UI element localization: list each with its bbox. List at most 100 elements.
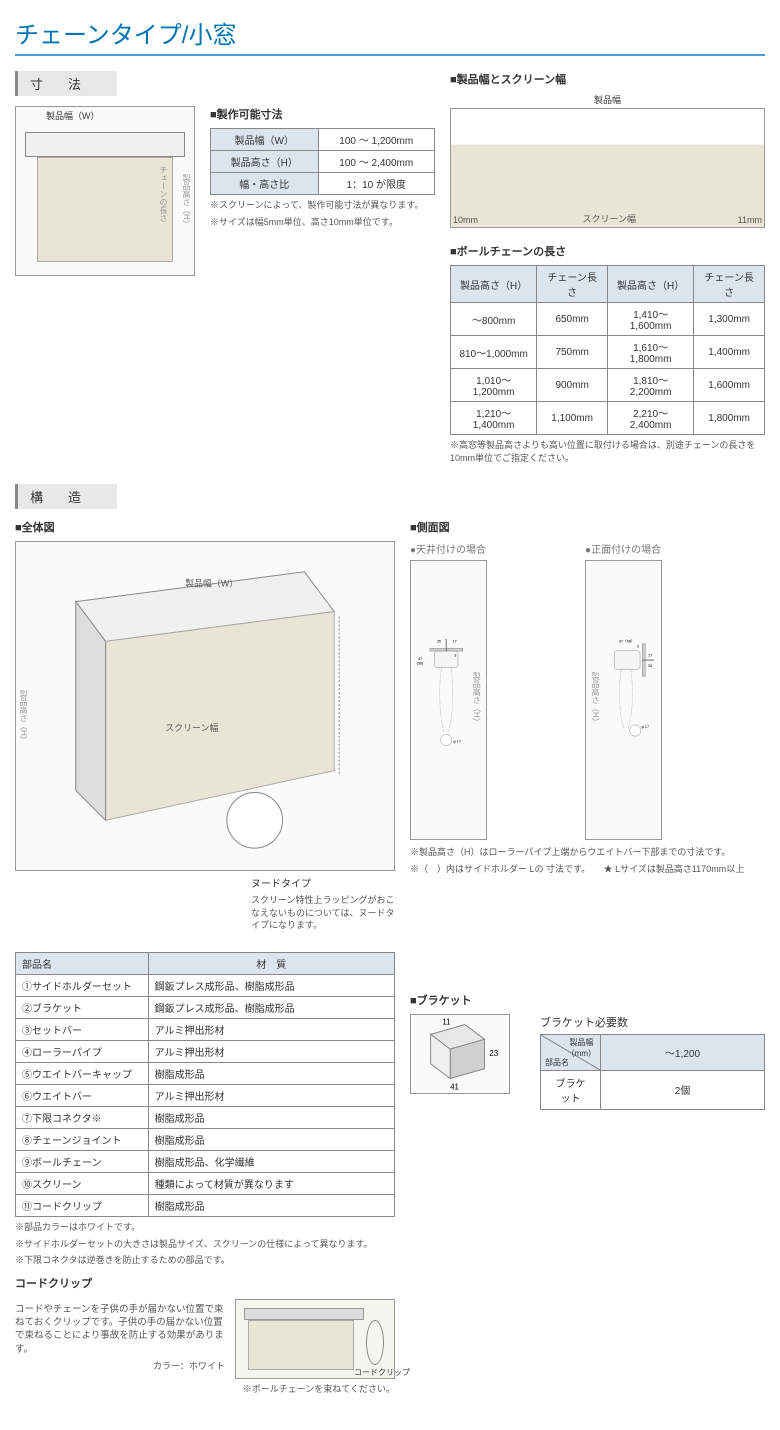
svg-text:3: 3: [454, 654, 456, 658]
chain-header: 製品高さ（H）: [451, 266, 537, 303]
part-material: 樹脂成形品: [148, 1128, 394, 1150]
ceiling-label: ●天井付けの場合: [410, 541, 571, 556]
svg-text:(58): (58): [417, 661, 424, 665]
part-material: 樹脂成形品: [148, 1194, 394, 1216]
spec-value: 100 ～ 1,200mm: [318, 129, 435, 151]
svg-text:スクリーン幅: スクリーン幅: [165, 722, 218, 733]
part-name: ①サイドホルダーセット: [16, 974, 149, 996]
bracket-heading: ■ブラケット: [410, 992, 765, 1008]
chain-cell: 1,810～2,200mm: [607, 369, 693, 402]
part-material: 樹脂成形品: [148, 1062, 394, 1084]
bracket-diagram: 11 23 41: [410, 1014, 510, 1094]
bracket-range: ～1,200: [601, 1034, 765, 1070]
wall-label: ●正面付けの場合: [585, 541, 746, 556]
dim-height-label: 製品高さ（H）: [181, 174, 192, 228]
svg-text:35: 35: [648, 664, 652, 668]
chain-header: 製品高さ（H）: [607, 266, 693, 303]
nude-note: スクリーン特性上ラッピングがおこなえないものについては、ヌードタイプになります。: [251, 894, 395, 932]
chain-cell: 1,300mm: [694, 303, 765, 336]
spec-label: 製品高さ（H）: [211, 151, 319, 173]
chain-cell: 1,610～1,800mm: [607, 336, 693, 369]
chain-cell: 1,400mm: [694, 336, 765, 369]
chain-cell: 650mm: [537, 303, 608, 336]
part-material: 鋼鈑プレス成形品、樹脂成形品: [148, 996, 394, 1018]
section-structure: 構 造: [15, 484, 117, 509]
chain-cell: 810～1,000mm: [451, 336, 537, 369]
side-note1: ※製品高さ（H）はローラーパイプ上端からウエイトバー下部までの寸法です。: [410, 846, 765, 859]
cord-clip-diagram: コードクリップ: [235, 1299, 395, 1379]
screen-width-diagram: 10mm スクリーン幅 11mm: [450, 108, 765, 228]
bracket-row-head: 部品名: [545, 1057, 569, 1068]
part-material: アルミ押出形材: [148, 1040, 394, 1062]
part-material: アルミ押出形材: [148, 1018, 394, 1040]
right-gap: 11mm: [738, 215, 762, 225]
page-title: チェーンタイプ/小窓: [15, 15, 765, 56]
wall-diagram: 47（58） 3 17 35 φ 17 製品高さ（H）: [585, 560, 662, 840]
dim-chain-label: チェーンの長さ: [158, 166, 169, 222]
left-gap: 10mm: [453, 215, 478, 225]
chain-cell: 1,410～1,600mm: [607, 303, 693, 336]
part-name: ⑦下限コネクタ※: [16, 1106, 149, 1128]
chain-header: チェーン長さ: [537, 266, 608, 303]
part-name: ②ブラケット: [16, 996, 149, 1018]
chain-cell: 2,210～2,400mm: [607, 402, 693, 435]
parts-note1: ※部品カラーはホワイトです。: [15, 1221, 395, 1234]
part-material: 樹脂成形品、化学繊維: [148, 1150, 394, 1172]
ceiling-diagram: 35 17 47 (58) 3 φ 17 製品高さ（H）: [410, 560, 487, 840]
cord-clip-label1: コードクリップ: [354, 1367, 434, 1378]
spec-label: 製品幅（W）: [211, 129, 319, 151]
svg-text:47（58）: 47（58）: [619, 639, 635, 644]
svg-text:φ 17: φ 17: [641, 725, 649, 729]
spec-note2: ※サイズは幅5mm単位、高さ10mm単位です。: [210, 216, 435, 229]
chain-cell: 750mm: [537, 336, 608, 369]
chain-header: チェーン長さ: [694, 266, 765, 303]
part-name: ④ローラーパイプ: [16, 1040, 149, 1062]
chain-cell: 900mm: [537, 369, 608, 402]
svg-text:35: 35: [437, 640, 441, 644]
bracket-count-table: 製品幅 （mm） 部品名 ～1,200 ブラケット 2個: [540, 1034, 765, 1110]
chain-cell: 1,100mm: [537, 402, 608, 435]
svg-text:17: 17: [648, 654, 652, 658]
part-name: ⑨ボールチェーン: [16, 1150, 149, 1172]
chain-cell: 1,210～1,400mm: [451, 402, 537, 435]
screen-width-top-label: 製品幅: [450, 93, 765, 106]
section-dimensions: 寸 法: [15, 71, 117, 96]
cord-clip-heading: コードクリップ: [15, 1275, 395, 1291]
part-name: ③セットバー: [16, 1018, 149, 1040]
spec-label: 幅・高さ比: [211, 173, 319, 195]
dimension-diagram: 製品幅（W） 製品高さ（H） チェーンの長さ: [15, 106, 195, 276]
svg-text:11: 11: [442, 1018, 450, 1027]
svg-text:製品幅（W）: 製品幅（W）: [185, 578, 238, 589]
part-material: 鋼鈑プレス成形品、樹脂成形品: [148, 974, 394, 996]
spec-note1: ※スクリーンによって、製作可能寸法が異なります。: [210, 199, 435, 212]
nude-label: ヌードタイプ: [251, 875, 395, 890]
cord-clip-text: コードやチェーンを子供の手が届かない位置で束ねておくクリップです。子供の手の届か…: [15, 1303, 225, 1356]
chain-length-table: 製品高さ（H）チェーン長さ製品高さ（H）チェーン長さ ～800mm650mm1,…: [450, 265, 765, 435]
chain-length-note: ※高窓等製品高さよりも高い位置に取付ける場合は、別途チェーンの長さを10mm単位…: [450, 439, 765, 464]
overall-heading: ■全体図: [15, 519, 395, 535]
bracket-col-head: 製品幅 （mm）: [567, 1037, 596, 1059]
cord-clip-label2: ※ボールチェーンを束ねてください。: [15, 1383, 395, 1396]
parts-note2: ※サイドホルダーセットの大きさは製品サイズ、スクリーンの仕様によって異なります。: [15, 1238, 395, 1251]
wall-height-label: 製品高さ（H）: [590, 672, 601, 726]
part-material: アルミ押出形材: [148, 1084, 394, 1106]
chain-cell: ～800mm: [451, 303, 537, 336]
parts-h1: 部品名: [16, 952, 149, 974]
chain-cell: 1,600mm: [694, 369, 765, 402]
part-name: ⑧チェーンジョイント: [16, 1128, 149, 1150]
side-heading: ■側面図: [410, 519, 765, 535]
spec-table: 製品幅（W）100 ～ 1,200mm製品高さ（H）100 ～ 2,400mm幅…: [210, 128, 435, 195]
center-label: スクリーン幅: [582, 212, 636, 225]
part-material: 種類によって材質が異なります: [148, 1172, 394, 1194]
spec-value: 100 ～ 2,400mm: [318, 151, 435, 173]
screen-width-heading: ■製品幅とスクリーン幅: [450, 71, 765, 87]
part-name: ⑩スクリーン: [16, 1172, 149, 1194]
svg-text:23: 23: [489, 1049, 498, 1058]
side-note2: ※（ ）内はサイドホルダー Lの 寸法です。 ★ Lサイズは製品高さ1170mm…: [410, 863, 765, 876]
ceiling-height-label: 製品高さ（H）: [471, 672, 482, 726]
spec-heading: ■製作可能寸法: [210, 106, 435, 122]
parts-table: 部品名材 質 ①サイドホルダーセット鋼鈑プレス成形品、樹脂成形品②ブラケット鋼鈑…: [15, 952, 395, 1217]
struct-height-label: 製品高さ（H）: [18, 690, 29, 744]
parts-note3: ※下限コネクタは逆巻きを防止するための部品です。: [15, 1254, 395, 1267]
svg-text:47: 47: [418, 657, 422, 661]
